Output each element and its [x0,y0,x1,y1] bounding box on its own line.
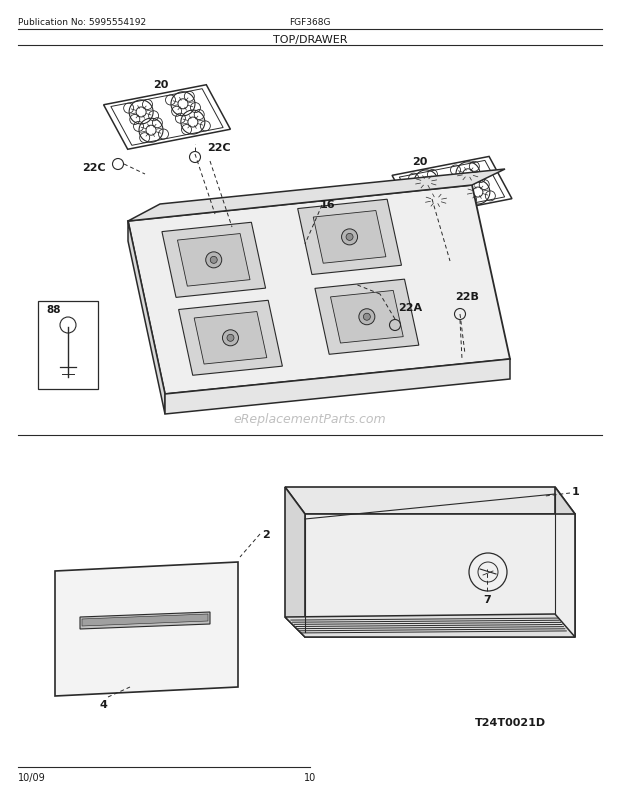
Polygon shape [128,221,165,415]
Text: eReplacementParts.com: eReplacementParts.com [234,412,386,426]
Text: 22A: 22A [398,302,422,313]
Circle shape [206,253,222,269]
Text: 10/09: 10/09 [18,772,46,782]
Polygon shape [55,562,238,696]
Text: Publication No: 5995554192: Publication No: 5995554192 [18,18,146,27]
Text: 22B: 22B [455,292,479,302]
Polygon shape [330,291,403,343]
Polygon shape [305,514,575,638]
Text: T24T0021D: T24T0021D [475,717,546,727]
Polygon shape [285,488,305,638]
Polygon shape [128,170,505,221]
Polygon shape [80,612,210,630]
Circle shape [363,314,370,321]
Text: 1: 1 [572,486,580,496]
Text: FGF368G: FGF368G [290,18,330,27]
Text: 2: 2 [262,529,270,539]
Text: 16: 16 [320,200,335,210]
Text: TOP/DRAWER: TOP/DRAWER [273,35,347,45]
Polygon shape [313,211,386,264]
Circle shape [210,257,217,264]
Polygon shape [298,200,402,275]
Polygon shape [285,488,575,514]
Circle shape [469,553,507,591]
Circle shape [359,310,375,326]
Polygon shape [162,223,265,298]
Text: 20: 20 [412,157,427,167]
Circle shape [223,330,239,346]
Circle shape [342,229,358,245]
Text: 10: 10 [304,772,316,782]
Text: 7: 7 [483,594,491,604]
Text: 22C: 22C [207,143,231,153]
Polygon shape [179,301,282,376]
Text: 4: 4 [99,699,107,709]
Text: 20: 20 [153,80,169,90]
Polygon shape [555,488,575,638]
Polygon shape [128,186,510,395]
Polygon shape [165,359,510,415]
Polygon shape [194,312,267,365]
Polygon shape [315,280,419,354]
Polygon shape [285,614,575,638]
Circle shape [227,335,234,342]
Text: 88: 88 [46,305,61,314]
Polygon shape [82,614,208,626]
Circle shape [346,234,353,241]
Polygon shape [177,234,250,287]
Text: 22C: 22C [82,163,105,172]
Bar [38,302,98,390]
